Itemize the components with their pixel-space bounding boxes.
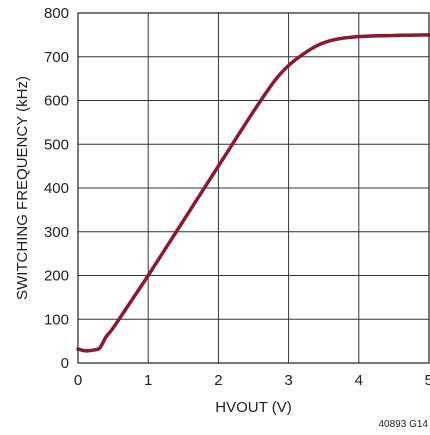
- y-axis-label: SWITCHING FREQUENCY (kHz): [14, 76, 31, 300]
- y-tick-label: 600: [44, 93, 69, 110]
- y-tick-label: 700: [44, 49, 69, 66]
- y-tick-label: 0: [61, 355, 69, 372]
- x-tick-label: 3: [284, 372, 292, 389]
- y-tick-label: 200: [44, 268, 69, 285]
- y-tick-label: 100: [44, 311, 69, 328]
- x-axis-label: HVOUT (V): [215, 399, 291, 416]
- series-line: [76, 33, 430, 353]
- y-tick-label: 500: [44, 136, 69, 153]
- grid: [77, 12, 430, 364]
- x-tick-label: 2: [214, 372, 222, 389]
- y-tick-label: 400: [44, 180, 69, 197]
- x-tick-label: 1: [144, 372, 152, 389]
- y-tick-label: 300: [44, 224, 69, 241]
- x-tick-labels: 0 1 2 3 4 5: [74, 372, 430, 389]
- x-tick-label: 5: [425, 372, 430, 389]
- figure-code: 40893 G14: [379, 419, 429, 430]
- plot-frame: [77, 12, 430, 364]
- x-tick-label: 0: [74, 372, 82, 389]
- y-tick-labels: 0 100 200 300 400 500 600 700 800: [44, 5, 69, 372]
- x-tick-label: 4: [355, 372, 363, 389]
- y-tick-label: 800: [44, 5, 69, 22]
